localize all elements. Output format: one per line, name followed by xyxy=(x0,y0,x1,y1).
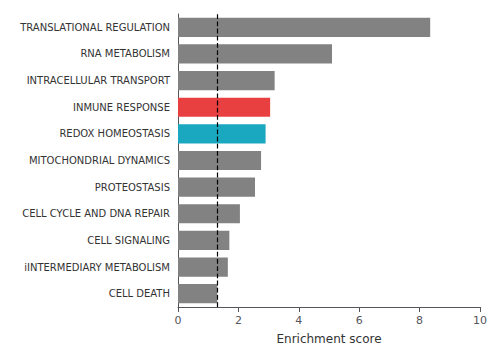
svg-text:MITOCHONDRIAL DYNAMICS: MITOCHONDRIAL DYNAMICS xyxy=(29,155,170,166)
svg-text:PROTEOSTASIS: PROTEOSTASIS xyxy=(95,182,170,193)
svg-text:8: 8 xyxy=(416,314,423,327)
svg-text:10: 10 xyxy=(473,314,487,327)
svg-text:CELL SIGNALING: CELL SIGNALING xyxy=(87,235,170,246)
svg-text:CELL DEATH: CELL DEATH xyxy=(109,288,170,299)
svg-text:6: 6 xyxy=(356,314,363,327)
svg-text:TRANSLATIONAL REGULATION: TRANSLATIONAL REGULATION xyxy=(19,22,170,33)
svg-text:INMUNE RESPONSE: INMUNE RESPONSE xyxy=(73,102,170,113)
svg-text:REDOX HOMEOSTASIS: REDOX HOMEOSTASIS xyxy=(59,128,170,139)
svg-text:INTRACELLULAR TRANSPORT: INTRACELLULAR TRANSPORT xyxy=(27,75,171,86)
svg-text:RNA METABOLISM: RNA METABOLISM xyxy=(80,48,170,59)
svg-text:iINTERMEDIARY METABOLISM: iINTERMEDIARY METABOLISM xyxy=(24,262,170,273)
svg-text:Enrichment score: Enrichment score xyxy=(276,332,381,346)
svg-text:CELL CYCLE AND DNA REPAIR: CELL CYCLE AND DNA REPAIR xyxy=(22,208,170,219)
svg-text:4: 4 xyxy=(295,314,302,327)
svg-text:0: 0 xyxy=(175,314,182,327)
svg-text:2: 2 xyxy=(235,314,242,327)
